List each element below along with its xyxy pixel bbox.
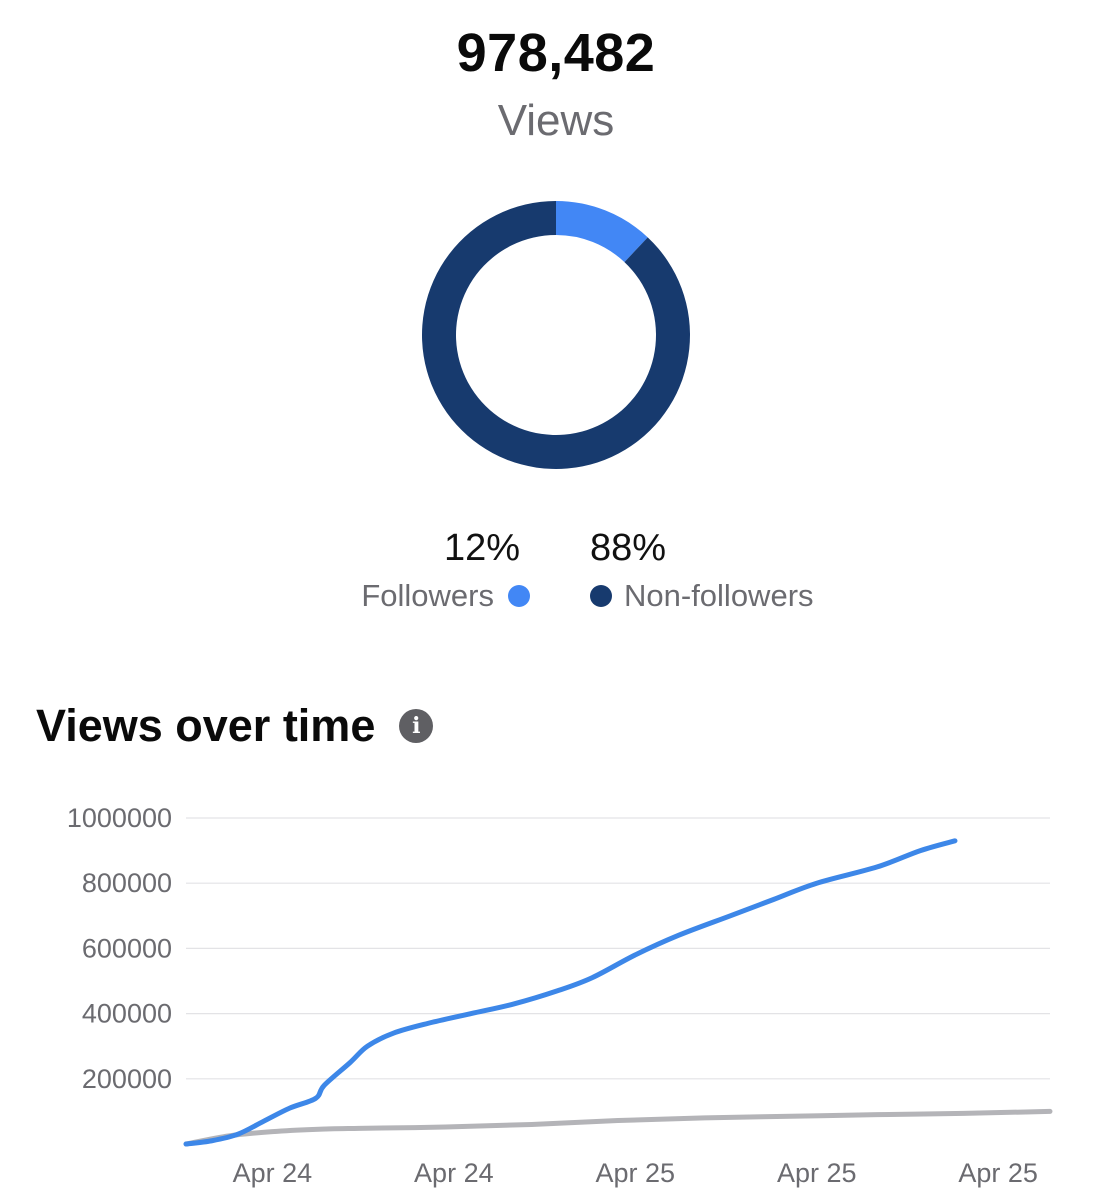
legend-non-followers: 88% Non-followers bbox=[590, 522, 890, 618]
section-title-text: Views over time bbox=[36, 700, 376, 751]
x-tick-label: Apr 24 bbox=[414, 1158, 494, 1188]
followers-percent: 12% bbox=[443, 527, 520, 569]
total-views-label: Views bbox=[497, 96, 615, 145]
series-line-grey bbox=[183, 1108, 1053, 1147]
x-tick-label: Apr 24 bbox=[233, 1158, 313, 1188]
x-tick-label: Apr 25 bbox=[777, 1158, 857, 1188]
y-tick-label: 600000 bbox=[82, 933, 172, 963]
series-line-blue bbox=[183, 838, 958, 1147]
views-over-time-heading: Views over time i bbox=[36, 700, 434, 752]
non-followers-dot-icon bbox=[590, 585, 612, 607]
legend-followers: 12% Followers bbox=[330, 522, 530, 618]
donut-slice-followers bbox=[556, 201, 648, 263]
info-icon[interactable]: i bbox=[399, 709, 434, 743]
y-tick-label: 800000 bbox=[82, 868, 172, 898]
views-over-time-chart: 200000 400000 600000 800000 1000000 Apr 24 Apr… bbox=[67, 803, 1053, 1188]
followers-dot-icon bbox=[508, 585, 530, 607]
x-tick-label: Apr 25 bbox=[595, 1158, 675, 1188]
x-tick-label: Apr 25 bbox=[958, 1158, 1038, 1188]
donut-slice-non-followers bbox=[422, 201, 690, 469]
followers-label: Followers bbox=[361, 578, 494, 613]
total-views-value: 978,482 bbox=[456, 23, 656, 83]
y-tick-label: 400000 bbox=[82, 999, 172, 1029]
y-tick-label: 1000000 bbox=[67, 803, 172, 833]
non-followers-label: Non-followers bbox=[624, 578, 814, 613]
y-tick-label: 200000 bbox=[82, 1064, 172, 1094]
audience-donut-chart bbox=[422, 201, 690, 469]
non-followers-percent: 88% bbox=[590, 527, 667, 569]
